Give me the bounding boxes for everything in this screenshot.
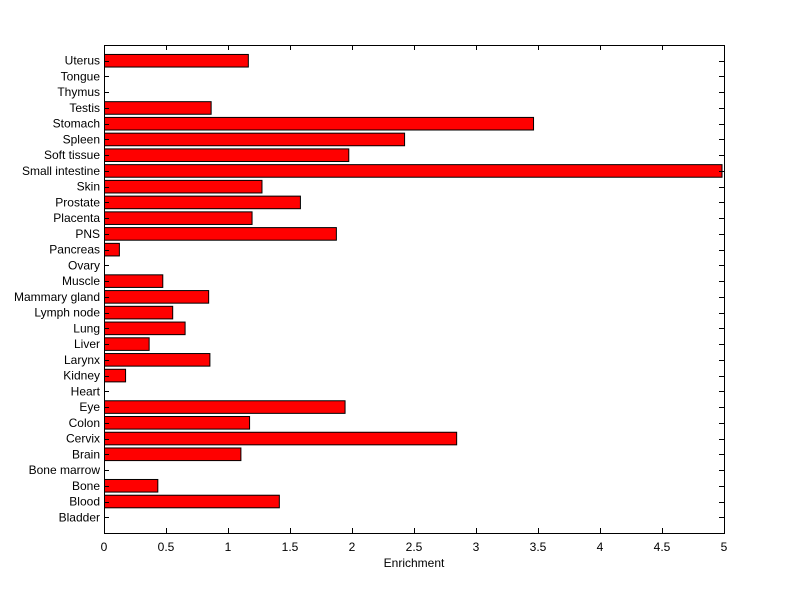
x-tick-label: 1.5 xyxy=(282,540,299,554)
y-tick-label: Brain xyxy=(72,447,100,461)
axes-box xyxy=(104,45,725,534)
y-tick-label: Stomach xyxy=(53,117,100,131)
x-axis-label: Enrichment xyxy=(384,556,445,570)
bars-group xyxy=(104,53,723,509)
y-tick-label: Lung xyxy=(73,321,100,335)
bar-lung xyxy=(104,321,186,336)
bar-soft-tissue xyxy=(104,148,350,162)
bar-uterus xyxy=(104,53,249,68)
y-tick-label: Testis xyxy=(69,101,100,115)
y-tick-label: Bladder xyxy=(59,510,100,524)
bar-stomach xyxy=(104,116,535,131)
bar-pns xyxy=(104,227,337,241)
x-tick-label: 3.5 xyxy=(530,540,547,554)
y-tick-label: Colon xyxy=(69,416,100,430)
bar-testis xyxy=(104,101,212,115)
y-tick-label: Soft tissue xyxy=(44,148,100,162)
y-tick-label: Lymph node xyxy=(34,306,100,320)
bar-eye xyxy=(104,400,346,414)
bar-mammary-gland xyxy=(104,290,210,304)
y-tick-label: Spleen xyxy=(63,132,100,146)
y-tick-label: Bone marrow xyxy=(29,463,101,477)
y-tick-label: Kidney xyxy=(63,369,100,383)
y-tick-label: Cervix xyxy=(66,432,100,446)
y-tick-label: Prostate xyxy=(55,195,100,209)
bar-muscle xyxy=(104,274,164,288)
bar-small-intestine xyxy=(104,164,723,178)
bar-kidney xyxy=(104,368,127,383)
y-tick-label: Pancreas xyxy=(49,243,100,257)
y-tick-label: Eye xyxy=(79,400,100,414)
bar-skin xyxy=(104,179,263,194)
bar-prostate xyxy=(104,195,301,210)
y-tick-label: Placenta xyxy=(53,211,100,225)
y-tick-label: Skin xyxy=(77,180,100,194)
bar-bone xyxy=(104,478,159,493)
bar-blood xyxy=(104,494,280,509)
bar-brain xyxy=(104,447,242,462)
y-tick-marks xyxy=(104,61,724,518)
bar-lymph-node xyxy=(104,305,174,320)
y-tick-label: Small intestine xyxy=(22,164,100,178)
bar-pancreas xyxy=(104,242,120,257)
y-tick-label: Heart xyxy=(71,384,101,398)
x-tick-label: 2 xyxy=(349,540,356,554)
bar-cervix xyxy=(104,431,458,446)
bar-placenta xyxy=(104,211,253,225)
y-tick-label: Blood xyxy=(69,495,100,509)
bar-liver xyxy=(104,337,150,351)
bar-spleen xyxy=(104,132,406,147)
y-tick-label: Tongue xyxy=(61,69,101,83)
x-tick-label: 2.5 xyxy=(406,540,423,554)
y-tick-label: Ovary xyxy=(68,258,100,272)
x-tick-label: 1 xyxy=(225,540,232,554)
y-tick-label: Muscle xyxy=(62,274,100,288)
y-tick-label: PNS xyxy=(75,227,100,241)
bar-colon xyxy=(104,416,251,430)
y-tick-label: Liver xyxy=(74,337,100,351)
y-tick-label: Mammary gland xyxy=(14,290,100,304)
x-tick-label: 4.5 xyxy=(654,540,671,554)
x-tick-label: 4 xyxy=(597,540,604,554)
x-tick-label: 5 xyxy=(721,540,728,554)
y-tick-label: Thymus xyxy=(57,85,100,99)
x-tick-label: 0.5 xyxy=(158,540,175,554)
y-tick-label: Bone xyxy=(72,479,100,493)
y-tick-label: Larynx xyxy=(64,353,100,367)
x-tick-label: 3 xyxy=(473,540,480,554)
bar-larynx xyxy=(104,353,211,367)
x-tick-label: 0 xyxy=(101,540,108,554)
x-tick-labels: 0 0.5 1 1.5 2 2.5 3 3.5 4 4.5 5 xyxy=(101,540,728,554)
y-tick-label: Uterus xyxy=(65,54,100,68)
